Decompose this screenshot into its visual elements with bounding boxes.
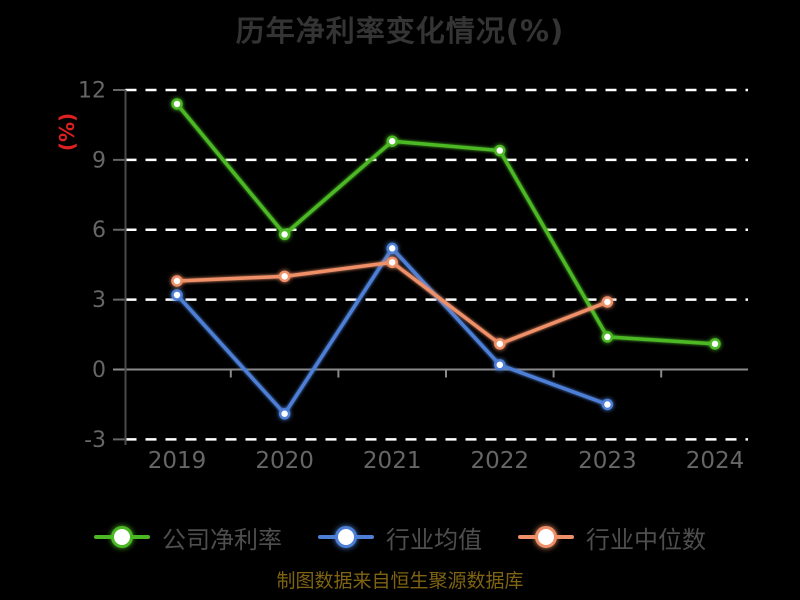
data-point-marker[interactable] [494,359,506,371]
data-point-marker[interactable] [601,398,614,411]
data-point-marker[interactable] [386,256,398,269]
x-tick-label: 2022 [471,448,530,474]
legend-label: 行业中位数 [586,525,706,554]
y-tick-label: 6 [92,218,106,243]
series-line [175,246,610,416]
y-tick-label: 12 [78,78,106,103]
y-tick-label: 9 [92,148,106,173]
data-point-marker[interactable] [494,338,506,350]
x-tick-label: 2023 [578,448,637,474]
chart-legend: 公司净利率 行业均值 行业中位数 [0,519,800,555]
legend-item-industry-average[interactable]: 行业均值 [318,520,482,555]
data-point-marker[interactable] [386,242,398,255]
y-tick-label: 0 [92,358,106,383]
data-point-marker[interactable] [171,275,183,287]
data-point-marker[interactable] [278,408,291,420]
legend-marker-orange [518,526,574,548]
legend-marker-blue [318,526,374,548]
chart-title: 历年净利率变化情况(%) [235,14,565,48]
data-point-marker[interactable] [601,331,614,343]
data-point-marker[interactable] [386,135,398,147]
legend-item-company-net-margin[interactable]: 公司净利率 [94,520,282,555]
series-line [175,102,717,346]
x-tick-label: 2024 [686,448,745,474]
data-point-marker[interactable] [601,296,614,308]
data-point-marker[interactable] [171,289,183,301]
data-point-marker[interactable] [494,144,506,157]
x-tick-label: 2019 [148,448,207,474]
legend-label: 行业均值 [386,525,482,554]
data-point-marker[interactable] [171,98,183,110]
y-tick-label: 3 [92,288,106,313]
data-point-marker[interactable] [278,228,291,241]
series-line [175,260,610,346]
legend-label: 公司净利率 [162,525,282,554]
legend-item-industry-median[interactable]: 行业中位数 [518,520,706,555]
y-tick-label: -3 [84,428,106,453]
data-point-marker[interactable] [709,338,721,350]
line-chart-plot-area: -3 0 3 6 9 12 2019 2020 2021 2022 2023 2024 [78,78,748,474]
legend-marker-green [94,526,150,548]
x-tick-label: 2020 [255,448,314,474]
data-source-note: 制图数据来自恒生聚源数据库 [276,570,524,592]
x-tick-label: 2021 [363,448,422,474]
data-point-marker[interactable] [278,270,291,283]
